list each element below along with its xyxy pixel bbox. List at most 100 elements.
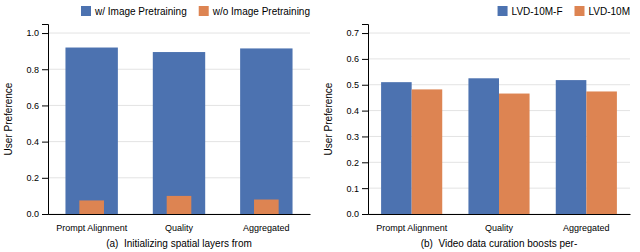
legend-swatch: [575, 6, 585, 16]
y-tick-label: 0.4: [346, 106, 359, 116]
x-axis: Prompt Alignment Quality Aggregated: [49, 215, 311, 234]
x-tick: Aggregated: [243, 223, 290, 233]
grid-line: [368, 33, 630, 34]
y-tick: 0.3: [346, 132, 368, 142]
y-tick: 1.0: [26, 28, 48, 38]
y-tick-mark: [42, 69, 48, 70]
legend-swatch: [199, 6, 209, 16]
bar: [79, 200, 104, 214]
y-tick: 0.4: [26, 137, 48, 147]
y-tick-label: 0.7: [346, 28, 359, 38]
legend-entry: w/o Image Pretraining: [199, 6, 310, 17]
legend: LVD-10M-F LVD-10M: [498, 6, 630, 17]
y-tick-label: 0.1: [346, 184, 359, 194]
bar: [412, 89, 443, 214]
panel: 0.0 0.1 0.2 0.3 0.4 0.5 0.6 0.7 Prompt Alignment…: [323, 6, 631, 249]
legend-entry: LVD-10M-F: [498, 6, 563, 17]
x-axis-line: [49, 214, 311, 215]
bar: [381, 82, 412, 214]
x-tick-label: Prompt Alignment: [56, 223, 128, 233]
y-tick-mark: [362, 59, 368, 60]
bar: [468, 78, 499, 214]
panel: 0.0 0.2 0.4 0.6 0.8 1.0 Prompt Alignment Qualit…: [3, 6, 311, 249]
y-tick-label: 0.3: [346, 132, 359, 142]
y-tick-mark: [362, 136, 368, 137]
bar: [499, 94, 530, 214]
y-axis-title: User Preference: [3, 82, 14, 155]
bar: [254, 200, 279, 214]
y-tick-mark: [42, 214, 48, 215]
y-tick: 0.6: [346, 54, 368, 64]
y-tick-label: 0.2: [26, 173, 39, 183]
y-tick: 0.5: [346, 80, 368, 90]
y-tick-label: 0.0: [26, 209, 39, 219]
caption: (a) Initializing spatial layers from: [106, 238, 252, 249]
series: [79, 196, 278, 214]
bar: [153, 52, 205, 214]
grid: [368, 33, 630, 214]
plot-area: 0.0 0.2 0.4 0.6 0.8 1.0 Prompt Alignment Qualit…: [3, 6, 311, 233]
y-tick: 0.4: [346, 106, 368, 116]
y-tick: 0.6: [26, 101, 48, 111]
y-tick-mark: [362, 33, 368, 34]
x-tick: Aggregated: [563, 223, 610, 233]
y-tick-label: 1.0: [26, 28, 39, 38]
x-tick-label: Prompt Alignment: [376, 223, 448, 233]
y-tick-mark: [362, 111, 368, 112]
legend-label: LVD-10M: [589, 6, 631, 17]
y-tick-label: 0.8: [26, 65, 39, 75]
x-tick: Prompt Alignment: [56, 223, 128, 233]
y-tick: 0.0: [26, 209, 48, 219]
bar: [240, 48, 292, 214]
y-tick-mark: [42, 105, 48, 106]
legend-swatch: [498, 6, 508, 16]
legend-label: w/ Image Pretraining: [94, 6, 187, 17]
y-tick: 0.2: [346, 158, 368, 168]
y-tick: 0.8: [26, 65, 48, 75]
y-tick-mark: [42, 33, 48, 34]
y-axis: 0.0 0.2 0.4 0.6 0.8 1.0: [26, 25, 48, 220]
y-axis: 0.0 0.1 0.2 0.3 0.4 0.5 0.6 0.7: [346, 25, 368, 220]
bars: [65, 48, 292, 214]
bar: [586, 91, 617, 214]
y-tick: 0.2: [26, 173, 48, 183]
y-tick: 0.7: [346, 28, 368, 38]
bar: [556, 80, 587, 214]
x-axis-line: [369, 214, 631, 215]
y-tick-label: 0.0: [346, 209, 359, 219]
y-axis-title: User Preference: [323, 82, 334, 155]
y-tick-label: 0.5: [346, 80, 359, 90]
y-tick: 0.0: [346, 209, 368, 219]
y-axis-line: [42, 25, 49, 215]
y-tick-mark: [42, 142, 48, 143]
grid-line: [368, 58, 630, 59]
x-axis: Prompt Alignment Quality Aggregated: [369, 215, 631, 234]
x-tick: Prompt Alignment: [376, 223, 448, 233]
y-tick-label: 0.2: [346, 158, 359, 168]
y-tick-label: 0.4: [26, 137, 39, 147]
x-tick-label: Quality: [485, 223, 514, 233]
y-tick-mark: [362, 162, 368, 163]
plot-area: 0.0 0.1 0.2 0.3 0.4 0.5 0.6 0.7 Prompt Alignment…: [323, 6, 631, 233]
series: [412, 89, 617, 214]
x-tick-label: Aggregated: [243, 223, 290, 233]
y-tick-mark: [362, 85, 368, 86]
bar: [65, 48, 117, 214]
x-tick-label: Quality: [165, 223, 194, 233]
series: [65, 48, 292, 214]
y-tick-mark: [42, 178, 48, 179]
bar: [167, 196, 192, 214]
x-tick-label: Aggregated: [563, 223, 610, 233]
x-tick: Quality: [485, 223, 514, 233]
y-axis-line: [362, 25, 369, 215]
series: [381, 78, 586, 214]
y-tick-mark: [362, 188, 368, 189]
legend: w/ Image Pretraining w/o Image Pretrainin…: [81, 6, 310, 17]
y-tick-label: 0.6: [346, 54, 359, 64]
legend-label: LVD-10M-F: [512, 6, 563, 17]
legend-swatch: [81, 6, 91, 16]
legend-entry: w/ Image Pretraining: [81, 6, 187, 17]
legend-entry: LVD-10M: [575, 6, 631, 17]
chart-canvas: 0.0 0.2 0.4 0.6 0.8 1.0 Prompt Alignment Qualit…: [0, 0, 640, 252]
legend-label: w/o Image Pretraining: [212, 6, 310, 17]
